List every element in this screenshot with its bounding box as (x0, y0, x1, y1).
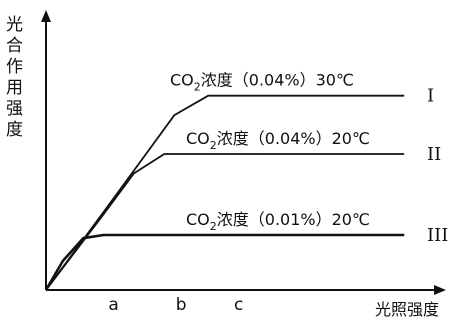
y-axis-label-char: 合 (6, 36, 23, 56)
x-axis-label: 光照强度 (375, 300, 439, 319)
series-label-II: CO2浓度（0.04%）20℃ (186, 129, 370, 152)
x-axis-arrow (434, 285, 446, 295)
series-roman-III: III (427, 225, 448, 246)
curve-II (45, 153, 405, 291)
series-roman-II: II (427, 144, 441, 165)
x-tick-label-c: c (234, 295, 243, 315)
y-axis-label-char: 作 (6, 57, 23, 77)
x-tick-label-b: b (176, 295, 187, 315)
series-curves (44, 94, 405, 291)
y-axis-label-char: 用 (6, 78, 23, 98)
series-label-III: CO2浓度（0.01%）20℃ (186, 210, 370, 233)
curve-III (44, 233, 405, 291)
x-tick-labels: a b c (108, 295, 243, 315)
y-axis-arrow (41, 10, 51, 22)
x-tick-label-a: a (108, 295, 118, 315)
series-roman-I: I (427, 86, 434, 107)
y-axis-label-char: 度 (6, 120, 23, 140)
series-labels: CO2浓度（0.04%）30℃ I CO2浓度（0.04%）20℃ II CO2浓度（0… (170, 71, 448, 246)
y-axis-label-char: 强 (6, 99, 23, 119)
curve-I (45, 94, 405, 291)
series-label-I: CO2浓度（0.04%）30℃ (170, 71, 354, 94)
y-axis-label-char: 光 (6, 15, 23, 35)
